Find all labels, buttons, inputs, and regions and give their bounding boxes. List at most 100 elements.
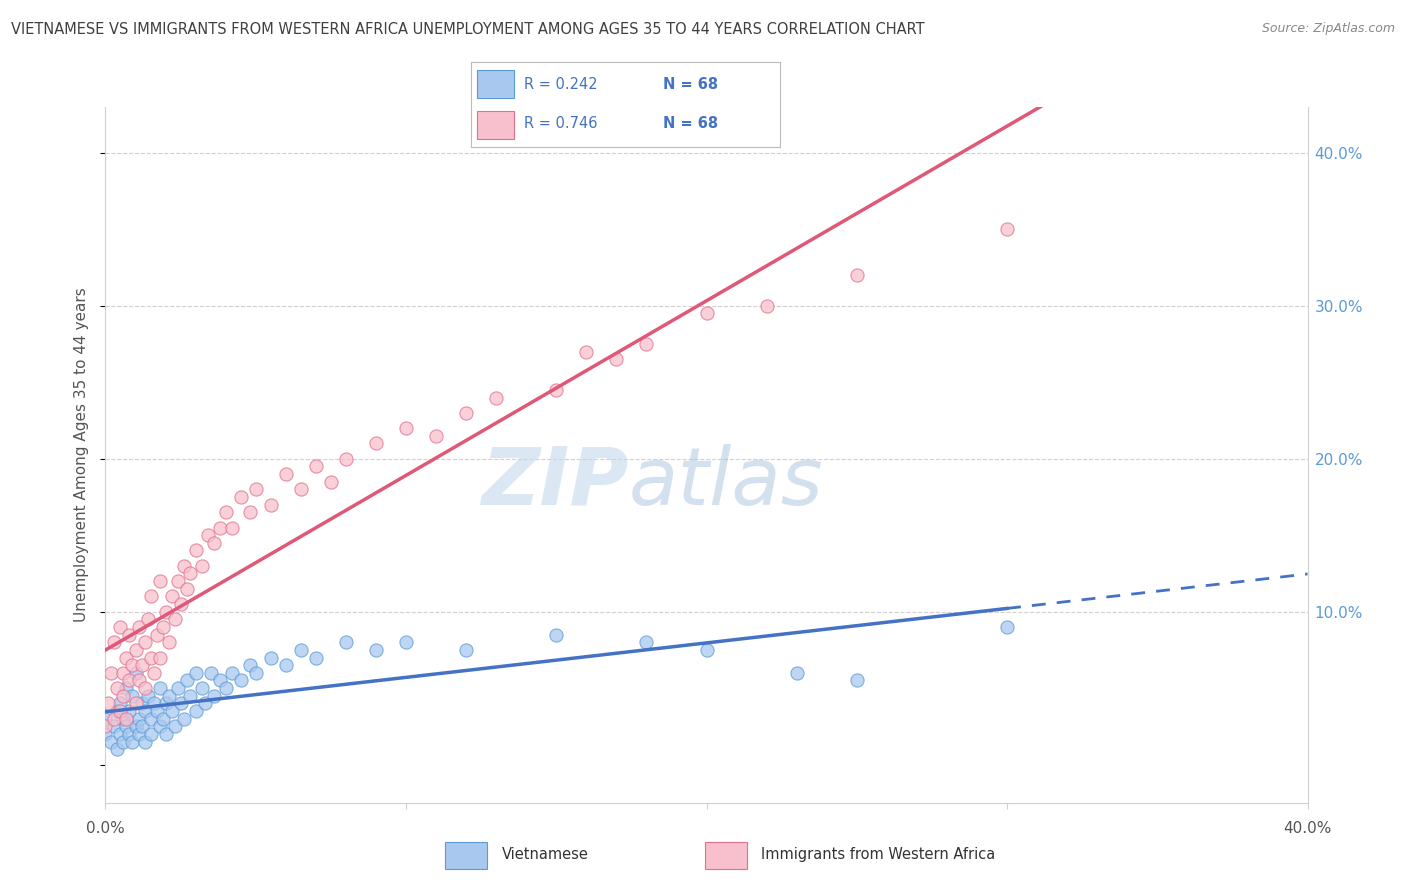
Point [139,650,162,665]
Point [305,650,328,665]
Point [139,712,162,726]
Point [239,505,262,519]
Point [118,673,141,688]
FancyBboxPatch shape [446,842,486,869]
Point [200,665,222,680]
Point [110,697,132,711]
Point [134,704,156,718]
Point [995,620,1018,634]
Point [208,673,231,688]
Point [290,643,312,657]
Y-axis label: Unemployment Among Ages 35 to 44 years: Unemployment Among Ages 35 to 44 years [75,287,90,623]
FancyBboxPatch shape [706,842,747,869]
Point [184,543,207,558]
Point [124,665,146,680]
Point [425,429,447,443]
Point [274,467,297,481]
Point [214,681,236,695]
Text: R = 0.242: R = 0.242 [523,77,598,92]
Point [121,734,143,748]
Point [260,498,283,512]
Point [786,665,808,680]
Text: N = 68: N = 68 [662,116,718,131]
FancyBboxPatch shape [477,111,515,139]
Point [845,268,868,283]
Text: Vietnamese: Vietnamese [502,847,588,862]
Point [148,650,170,665]
Point [245,483,267,497]
Point [107,681,129,695]
Point [221,520,243,534]
Point [112,712,135,726]
Point [107,704,129,718]
Point [155,605,177,619]
Point [605,352,627,367]
Point [97,697,120,711]
Point [454,406,477,420]
Point [229,490,252,504]
Text: 40.0%: 40.0% [1284,822,1331,836]
Point [157,689,180,703]
Point [169,597,191,611]
Point [145,704,167,718]
Point [128,673,150,688]
Point [239,658,262,673]
Point [152,712,174,726]
Point [115,681,138,695]
Point [636,635,658,649]
Point [160,590,183,604]
Point [364,643,387,657]
Point [148,681,170,695]
Point [107,742,129,756]
Point [221,665,243,680]
Point [131,658,153,673]
Point [176,673,198,688]
Point [134,635,156,649]
Text: Source: ZipAtlas.com: Source: ZipAtlas.com [1261,22,1395,36]
Point [100,734,122,748]
Point [166,574,188,588]
Point [128,712,150,726]
Point [274,658,297,673]
Point [103,712,125,726]
Point [395,421,418,435]
Point [197,528,219,542]
Point [485,391,508,405]
Point [134,681,156,695]
Point [136,612,159,626]
Point [142,697,165,711]
Point [166,681,188,695]
Point [112,689,135,703]
Point [169,697,191,711]
Point [546,627,568,641]
Point [136,689,159,703]
Point [636,337,658,351]
Point [134,734,156,748]
Point [112,665,135,680]
Point [131,719,153,733]
Point [696,643,718,657]
Point [115,719,138,733]
Point [139,727,162,741]
Point [319,475,342,489]
Point [115,650,138,665]
Point [454,643,477,657]
Point [260,650,283,665]
Point [335,451,357,466]
Point [115,712,138,726]
Point [173,712,195,726]
Point [160,704,183,718]
Point [110,704,132,718]
Point [202,689,225,703]
Point [179,689,201,703]
Point [190,558,212,573]
Text: N = 68: N = 68 [662,77,718,92]
Point [575,344,598,359]
Text: ZIP: ZIP [481,443,628,522]
Point [546,383,568,397]
Point [155,697,177,711]
Point [110,620,132,634]
Point [94,712,117,726]
Point [202,536,225,550]
Point [103,635,125,649]
